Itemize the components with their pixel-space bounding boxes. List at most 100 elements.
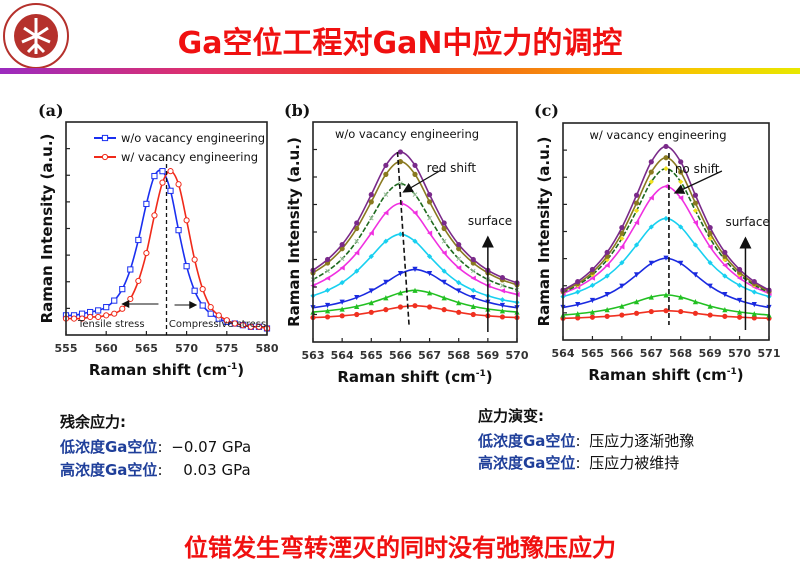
- data-point: [247, 323, 255, 330]
- data-point: [324, 287, 331, 293]
- data-point: [456, 246, 462, 252]
- data-point: [368, 288, 374, 294]
- data-point: [111, 310, 118, 317]
- data-point: [648, 308, 654, 315]
- data-point: [692, 192, 699, 198]
- data-point: [397, 159, 404, 165]
- x-axis-label: Raman shift (cm-1): [337, 368, 492, 386]
- data-point: [589, 309, 596, 315]
- data-point: [183, 263, 190, 270]
- x-tick-label: 567: [640, 347, 663, 360]
- x-tick-label: 555: [55, 342, 78, 355]
- data-point: [412, 266, 418, 272]
- data-point: [736, 266, 743, 273]
- data-point: [324, 256, 331, 263]
- annotation-surface: surface: [468, 214, 512, 228]
- note-label: 高浓度Ga空位: [478, 454, 576, 472]
- data-point: [324, 302, 331, 309]
- y-axis-label: Raman Intensity (a.u.): [285, 137, 303, 327]
- data-point: [619, 244, 625, 250]
- data-point: [441, 250, 447, 256]
- data-point: [470, 268, 476, 274]
- data-point: [633, 242, 640, 248]
- data-point: [470, 303, 476, 309]
- data-point: [751, 311, 757, 317]
- data-point: [70, 315, 78, 322]
- data-point: [722, 249, 728, 255]
- data-point: [143, 249, 150, 257]
- data-point: [119, 286, 126, 293]
- data-point: [707, 303, 713, 309]
- data-point: [751, 289, 757, 295]
- data-point: [426, 230, 433, 236]
- note-value: 压应力逐渐弛豫: [589, 432, 695, 450]
- data-point: [412, 287, 418, 293]
- data-point: [736, 297, 743, 304]
- data-point: [199, 286, 206, 293]
- data-point: [412, 210, 418, 216]
- raman-charts: (a) 555 560 565 570 575 580 Raman shift (cm-1) R…: [38, 101, 780, 386]
- data-point: [441, 220, 447, 226]
- x-tick-label: 564: [331, 349, 354, 362]
- data-point: [692, 220, 699, 226]
- data-point: [354, 220, 360, 226]
- data-point: [167, 187, 174, 194]
- data-point: [426, 270, 433, 277]
- data-point: [426, 304, 433, 310]
- data-point: [368, 309, 374, 315]
- data-point: [499, 288, 506, 294]
- annotation-compressive: Compressive stress: [169, 319, 266, 330]
- x-tick-label: 569: [699, 347, 722, 360]
- data-point: [722, 257, 728, 263]
- chart-title: w/o vacancy engineering: [335, 127, 479, 141]
- data-point: [619, 283, 625, 289]
- data-point: [575, 289, 581, 295]
- data-point: [426, 290, 433, 296]
- data-point: [151, 212, 158, 219]
- data-point: [751, 279, 757, 285]
- data-point: [368, 300, 374, 306]
- y-axis-label: Raman Intensity (a.u.): [535, 137, 553, 327]
- x-tick-label: 564: [552, 347, 575, 360]
- data-point: [692, 310, 699, 316]
- data-point: [722, 307, 728, 313]
- data-point: [648, 294, 654, 300]
- data-point: [183, 217, 190, 224]
- data-point: [663, 165, 669, 172]
- data-point: [751, 302, 757, 308]
- data-point: [604, 273, 610, 279]
- annotation-shift: red shift: [427, 161, 477, 175]
- note-label: 高浓度Ga空位: [60, 461, 158, 479]
- note-sep: :: [575, 432, 581, 450]
- note-row: 高浓度Ga空位: 压应力被维持: [478, 452, 679, 473]
- data-point: [678, 260, 684, 266]
- data-point: [231, 320, 238, 327]
- data-point: [648, 224, 654, 230]
- data-point: [604, 262, 610, 268]
- series-4: [560, 183, 772, 296]
- data-point: [678, 195, 684, 201]
- data-point: [736, 309, 743, 315]
- data-point: [692, 272, 699, 278]
- data-point: [427, 215, 432, 221]
- data-point: [339, 241, 345, 248]
- chart-title: w/ vacancy engineering: [589, 128, 726, 142]
- data-point: [456, 288, 462, 294]
- data-point: [707, 283, 713, 289]
- data-point: [648, 159, 654, 165]
- data-point: [648, 195, 654, 201]
- data-point: [397, 149, 404, 155]
- data-point: [678, 308, 684, 315]
- data-point: [692, 208, 699, 214]
- data-point: [354, 238, 360, 244]
- data-point: [412, 171, 418, 177]
- panel-label: (b): [284, 101, 310, 120]
- data-point: [191, 287, 198, 294]
- data-point: [441, 307, 447, 313]
- data-point: [736, 275, 743, 281]
- data-point: [678, 224, 684, 230]
- data-point: [604, 249, 610, 255]
- data-point: [95, 307, 102, 314]
- data-point: [368, 199, 374, 205]
- data-point: [368, 192, 374, 198]
